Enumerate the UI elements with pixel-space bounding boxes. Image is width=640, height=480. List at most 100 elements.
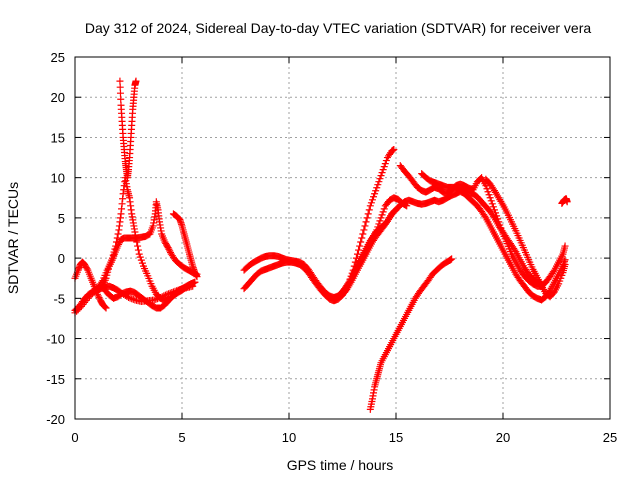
- data-point: [362, 218, 370, 226]
- y-tick-label: 20: [51, 90, 65, 105]
- data-point: [129, 295, 137, 303]
- y-tick-label: -10: [46, 332, 65, 347]
- data-point: [380, 205, 388, 213]
- data-point: [549, 268, 557, 276]
- y-tick-label: -20: [46, 412, 65, 427]
- x-axis-label: GPS time / hours: [287, 457, 394, 473]
- data-point: [487, 197, 495, 205]
- series-t5: [116, 77, 140, 182]
- data-point: [166, 247, 174, 255]
- tick-labels: 0 5 10 15 20 25 -20 -15 -10 -5 0 5 10 15 20 25: [46, 50, 617, 445]
- data-point: [136, 253, 144, 261]
- y-tick-label: 0: [58, 251, 65, 266]
- data-point: [377, 214, 385, 222]
- data-point: [109, 251, 117, 259]
- data-point: [375, 178, 383, 186]
- data-points: [71, 77, 571, 413]
- data-point: [356, 242, 364, 250]
- data-point: [134, 242, 142, 250]
- data-point: [379, 208, 387, 216]
- data-point: [368, 196, 376, 204]
- data-point: [108, 254, 116, 262]
- data-point: [103, 271, 111, 279]
- series-t15: [366, 255, 456, 413]
- x-tick-label: 20: [496, 430, 510, 445]
- data-point: [126, 294, 134, 302]
- data-point: [363, 214, 371, 222]
- data-point: [372, 187, 380, 195]
- data-point: [361, 222, 369, 230]
- data-point: [116, 89, 124, 97]
- data-point: [165, 245, 173, 253]
- x-tick-label: 15: [389, 430, 403, 445]
- data-point: [117, 95, 125, 103]
- x-tick-label: 0: [71, 430, 78, 445]
- data-point: [484, 188, 492, 196]
- data-point: [137, 256, 145, 264]
- series-t7: [169, 210, 201, 281]
- data-point: [134, 246, 142, 254]
- data-point: [448, 255, 456, 263]
- series-t8: [240, 194, 411, 302]
- data-point: [358, 234, 366, 242]
- data-point: [366, 202, 374, 210]
- data-point: [371, 190, 379, 198]
- data-point: [104, 268, 112, 276]
- x-tick-label: 5: [178, 430, 185, 445]
- data-point: [138, 259, 146, 267]
- data-point: [483, 185, 491, 193]
- data-point: [114, 230, 122, 238]
- data-point: [382, 157, 390, 165]
- y-tick-label: 5: [58, 211, 65, 226]
- data-point: [116, 83, 124, 91]
- data-point: [360, 226, 368, 234]
- y-tick-label: 15: [51, 130, 65, 145]
- data-point: [128, 295, 136, 303]
- data-point: [561, 242, 569, 250]
- data-point: [133, 238, 141, 246]
- data-point: [125, 294, 132, 302]
- data-point: [87, 291, 95, 299]
- data-point: [112, 238, 120, 246]
- data-point: [378, 211, 386, 219]
- axis-ticks: [74, 56, 611, 420]
- data-point: [191, 278, 199, 286]
- data-point: [365, 206, 373, 214]
- data-point: [132, 77, 140, 85]
- data-point: [74, 306, 82, 314]
- series-t11: [341, 187, 569, 304]
- data-point: [489, 212, 497, 220]
- data-point: [111, 245, 119, 253]
- data-point: [85, 293, 93, 301]
- data-point: [193, 273, 201, 281]
- data-point: [380, 163, 388, 171]
- data-point: [374, 181, 382, 189]
- data-point: [102, 274, 110, 282]
- data-point: [94, 292, 102, 300]
- series-t13: [418, 170, 546, 288]
- data-point: [355, 246, 363, 254]
- data-point: [381, 160, 389, 168]
- data-point: [132, 234, 140, 242]
- y-tick-label: 25: [51, 50, 65, 65]
- data-point: [164, 244, 172, 252]
- data-point: [101, 303, 109, 311]
- data-point: [489, 203, 497, 211]
- grid: [75, 57, 610, 419]
- data-point: [163, 242, 171, 250]
- series-t16: [558, 195, 571, 207]
- data-point: [112, 242, 120, 250]
- data-point: [102, 304, 110, 312]
- series-t14: [482, 175, 569, 301]
- data-point: [376, 217, 384, 225]
- plot-frame: [74, 56, 611, 420]
- data-point: [113, 234, 121, 242]
- series-t6: [101, 278, 199, 312]
- data-point: [104, 265, 112, 273]
- y-tick-label: -5: [53, 291, 65, 306]
- x-tick-label: 25: [603, 430, 617, 445]
- y-axis-label: SDTVAR / TECUs: [5, 182, 21, 294]
- data-point: [150, 296, 158, 304]
- data-point: [563, 198, 571, 206]
- y-tick-label: -15: [46, 372, 65, 387]
